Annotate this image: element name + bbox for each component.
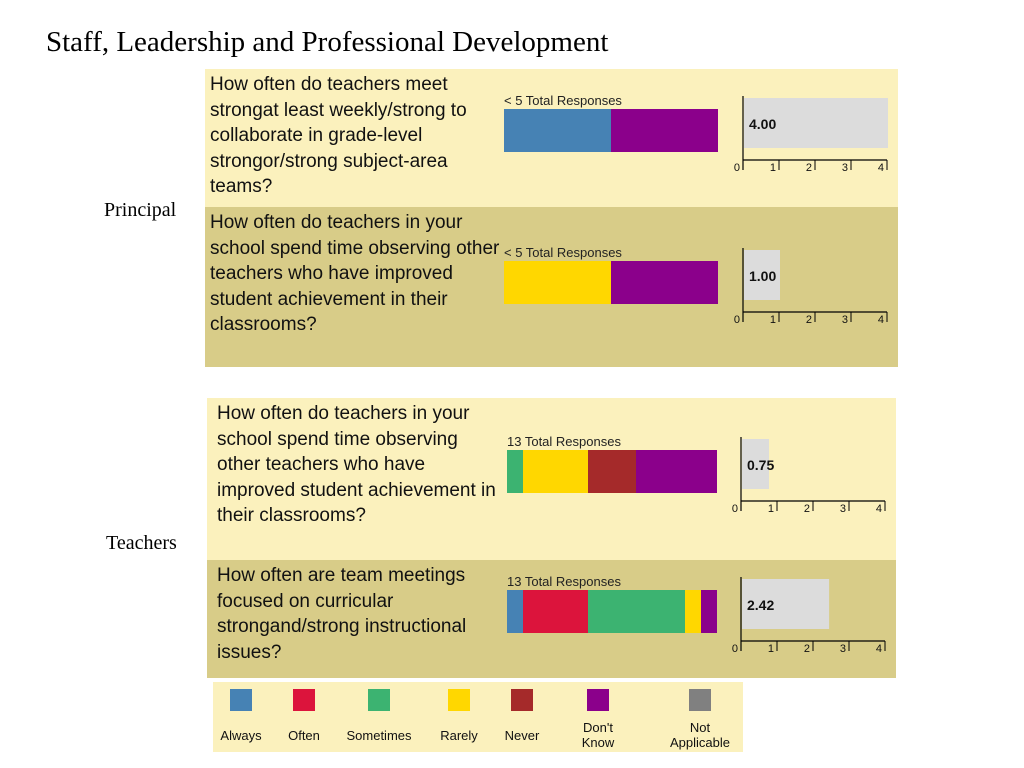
question-row: How often do teachers in your school spe…: [207, 398, 896, 560]
total-responses-label: 13 Total Responses: [507, 434, 621, 449]
mean-axis-tick-label: 3: [842, 162, 848, 174]
legend-label: Often: [288, 727, 320, 743]
bar-segment-dont-know: [636, 450, 717, 493]
bar-segment-sometimes: [587, 590, 685, 633]
bar-segment-rarely: [523, 450, 588, 493]
legend-swatch: [511, 689, 533, 711]
mean-axis-tick-label: 2: [806, 314, 812, 326]
mean-axis-tick-label: 1: [770, 162, 776, 174]
total-responses-label: < 5 Total Responses: [504, 245, 622, 260]
question-row: How often do teachers in your school spe…: [205, 207, 898, 367]
mean-axis-tick-label: 0: [734, 162, 740, 174]
legend-item-always: Always: [196, 682, 286, 752]
legend-label: Not Applicable: [670, 720, 730, 750]
bar-segment-dont-know: [611, 109, 718, 152]
question-text: How often are team meetings focused on c…: [217, 565, 467, 663]
mean-axis-tick-label: 4: [876, 643, 882, 655]
principal-panel: How often do teachers meet strongat leas…: [205, 69, 898, 367]
mean-axis-tick-label: 2: [806, 162, 812, 174]
mean-score-bar: [744, 250, 780, 300]
response-distribution-bar: [504, 261, 718, 304]
bar-segment-dont-know: [611, 261, 718, 304]
mean-score-chart: 0 1 2 3 4 0.75: [732, 437, 886, 515]
legend-swatch: [689, 689, 711, 711]
mean-axis-tick-label: 0: [734, 314, 740, 326]
bar-segment-rarely: [684, 590, 701, 633]
mean-axis-tick-label: 3: [842, 314, 848, 326]
question-text: How often do teachers in your school spe…: [217, 403, 496, 527]
legend-label: Never: [504, 727, 540, 743]
legend: Always Often Sometimes Rarely Never Don't Kno…: [213, 682, 743, 752]
legend-item-dont-know: Don't Know: [553, 682, 643, 752]
legend-item-not-applicable: Not Applicable: [655, 682, 745, 752]
mean-axis-tick-label: 2: [804, 643, 810, 655]
mean-score-bar: [744, 98, 888, 148]
mean-axis-tick-label: 0: [732, 643, 738, 655]
mean-score-value: 2.42: [747, 597, 774, 613]
response-distribution-bar: [507, 450, 717, 493]
mean-axis-tick-label: 4: [878, 162, 884, 174]
legend-swatch: [368, 689, 390, 711]
mean-axis-tick-label: 1: [768, 643, 774, 655]
legend-swatch: [448, 689, 470, 711]
legend-swatch: [293, 689, 315, 711]
legend-label: Always: [220, 727, 262, 743]
mean-axis-tick-label: 3: [840, 643, 846, 655]
mean-axis-tick-label: 2: [804, 503, 810, 515]
bar-segment-often: [523, 590, 588, 633]
legend-swatch: [587, 689, 609, 711]
mean-score-chart: 0 1 2 3 4 1.00: [734, 248, 888, 326]
mean-score-chart: 0 1 2 3 4 2.42: [732, 577, 886, 655]
legend-swatch: [230, 689, 252, 711]
mean-axis-tick-label: 1: [770, 314, 776, 326]
question-text: How often do teachers meet strongat leas…: [210, 74, 467, 198]
mean-score-bar: [742, 439, 769, 489]
question-row: How often do teachers meet strongat leas…: [205, 69, 898, 207]
mean-axis-tick-label: 4: [876, 503, 882, 515]
bar-segment-always: [504, 109, 611, 152]
mean-axis-tick-label: 4: [878, 314, 884, 326]
legend-item-sometimes: Sometimes: [334, 682, 424, 752]
mean-score-chart: 0 1 2 3 4 4.00: [734, 96, 888, 174]
bar-segment-dont-know: [700, 590, 717, 633]
bar-segment-never: [587, 450, 637, 493]
group-label-principal: Principal: [104, 199, 177, 221]
legend-label: Sometimes: [346, 727, 412, 743]
bar-segment-always: [507, 590, 524, 633]
legend-item-rarely: Rarely: [414, 682, 504, 752]
mean-score-bar: [742, 579, 830, 629]
total-responses-label: 13 Total Responses: [507, 574, 621, 589]
bar-segment-sometimes: [507, 450, 524, 493]
group-label-teachers: Teachers: [106, 532, 177, 554]
legend-item-never: Never: [477, 682, 567, 752]
mean-axis-tick-label: 3: [840, 503, 846, 515]
bar-segment-rarely: [504, 261, 611, 304]
mean-score-value: 0.75: [747, 457, 774, 473]
mean-score-value: 1.00: [749, 268, 776, 284]
response-distribution-bar: [507, 590, 717, 633]
question-text: How often do teachers in your school spe…: [210, 212, 500, 336]
teachers-panel: How often do teachers in your school spe…: [207, 398, 896, 678]
legend-label: Don't Know: [581, 720, 615, 750]
total-responses-label: < 5 Total Responses: [504, 93, 622, 108]
mean-axis-tick-label: 0: [732, 503, 738, 515]
mean-score-value: 4.00: [749, 116, 776, 132]
legend-label: Rarely: [440, 727, 478, 743]
response-distribution-bar: [504, 109, 718, 152]
legend-item-often: Often: [259, 682, 349, 752]
question-row: How often are team meetings focused on c…: [207, 560, 896, 678]
mean-axis-tick-label: 1: [768, 503, 774, 515]
page-title: Staff, Leadership and Professional Devel…: [46, 26, 609, 58]
